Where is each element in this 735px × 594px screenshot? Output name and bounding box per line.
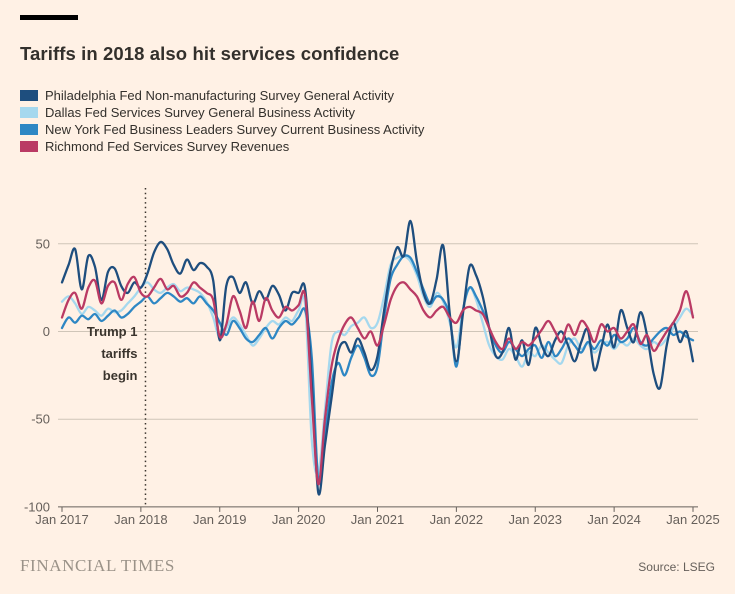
legend-item-richmond: Richmond Fed Services Survey Revenues [20,138,424,155]
series-line-philadelphia [60,219,695,496]
source-label: Source: LSEG [638,560,715,574]
legend-label: Richmond Fed Services Survey Revenues [45,139,290,154]
legend-swatch-new-york [20,124,38,135]
x-tick-label: Jan 2017 [35,512,89,527]
x-tick-label: Jan 2022 [430,512,484,527]
x-tick-label: Jan 2020 [272,512,326,527]
ft-brand-wordmark: FINANCIAL TIMES [20,556,175,575]
legend: Philadelphia Fed Non-manufacturing Surve… [20,87,424,155]
legend-label: Dallas Fed Services Survey General Busin… [45,105,355,120]
legend-swatch-philadelphia [20,90,38,101]
y-tick-label: -50 [31,412,50,427]
x-tick-label: Jan 2025 [666,512,720,527]
series-line-dallas [60,254,695,476]
footer: FINANCIAL TIMES Source: LSEG [20,556,715,576]
accent-bar [20,15,78,20]
legend-label: New York Fed Business Leaders Survey Cur… [45,122,425,137]
legend-item-dallas: Dallas Fed Services Survey General Busin… [20,104,424,121]
series-line-richmond [60,275,695,486]
series-line-new-york [60,254,695,485]
legend-item-philadelphia: Philadelphia Fed Non-manufacturing Surve… [20,87,424,104]
event-annotation-line: Trump 1 [87,324,138,339]
x-tick-label: Jan 2019 [193,512,247,527]
legend-label: Philadelphia Fed Non-manufacturing Surve… [45,88,395,103]
x-tick-label: Jan 2021 [351,512,405,527]
y-tick-label: 50 [36,236,50,251]
event-annotation-line: begin [103,368,138,383]
event-annotation-line: tariffs [101,346,137,361]
y-tick-label: -100 [24,499,50,514]
legend-item-new-york: New York Fed Business Leaders Survey Cur… [20,121,424,138]
x-tick-label: Jan 2023 [509,512,563,527]
legend-swatch-dallas [20,107,38,118]
legend-swatch-richmond [20,141,38,152]
x-tick-label: Jan 2024 [587,512,641,527]
chart-title: Tariffs in 2018 also hit services confid… [20,43,400,65]
x-tick-label: Jan 2018 [114,512,168,527]
y-tick-label: 0 [43,324,50,339]
x-axis: Jan 2017 Jan 2018 Jan 2019 Jan 2020 Jan 2021… [35,506,720,527]
